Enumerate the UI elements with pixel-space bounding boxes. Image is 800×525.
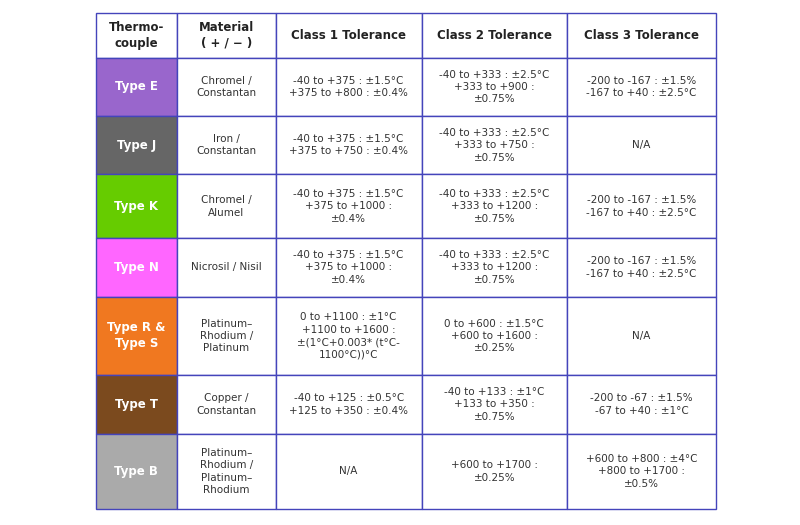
Text: 0 to +600 : ±1.5°C
+600 to +1600 :
±0.25%: 0 to +600 : ±1.5°C +600 to +1600 : ±0.25… [445,319,544,353]
Bar [177,13,276,58]
Bar [177,434,276,509]
Text: Platinum–
Rhodium /
Platinum–
Rhodium: Platinum– Rhodium / Platinum– Rhodium [199,448,253,495]
Bar [177,174,276,238]
Bar [567,238,716,297]
Bar [422,434,567,509]
Text: -40 to +375 : ±1.5°C
+375 to +1000 :
±0.4%: -40 to +375 : ±1.5°C +375 to +1000 : ±0.… [294,189,404,224]
Bar [276,58,422,116]
Bar [276,116,422,174]
Text: +600 to +1700 :
±0.25%: +600 to +1700 : ±0.25% [451,460,538,482]
Text: N/A: N/A [633,331,650,341]
Bar [567,375,716,434]
Text: Chromel /
Alumel: Chromel / Alumel [201,195,251,217]
Bar [422,297,567,375]
Bar [567,297,716,375]
Text: Class 1 Tolerance: Class 1 Tolerance [291,29,406,42]
Text: Nicrosil / Nisil: Nicrosil / Nisil [191,262,262,272]
Text: Class 3 Tolerance: Class 3 Tolerance [584,29,699,42]
Text: -40 to +333 : ±2.5°C
+333 to +1200 :
±0.75%: -40 to +333 : ±2.5°C +333 to +1200 : ±0.… [439,250,550,285]
Bar [177,238,276,297]
Text: Type J: Type J [117,139,156,152]
Bar [96,238,177,297]
Text: -40 to +133 : ±1°C
+133 to +350 :
±0.75%: -40 to +133 : ±1°C +133 to +350 : ±0.75% [444,387,545,422]
Bar [422,58,567,116]
Bar [276,297,422,375]
Bar [96,375,177,434]
Text: Chromel /
Constantan: Chromel / Constantan [196,76,256,98]
Bar [567,434,716,509]
Bar [567,58,716,116]
Bar [96,174,177,238]
Text: Type K: Type K [114,200,158,213]
Bar [96,116,177,174]
Text: Thermo-
couple: Thermo- couple [109,21,164,50]
Bar [96,58,177,116]
Bar [276,13,422,58]
Bar [177,297,276,375]
Text: -200 to -167 : ±1.5%
-167 to +40 : ±2.5°C: -200 to -167 : ±1.5% -167 to +40 : ±2.5°… [586,256,697,279]
Text: +600 to +800 : ±4°C
+800 to +1700 :
±0.5%: +600 to +800 : ±4°C +800 to +1700 : ±0.5… [586,454,698,489]
Text: -40 to +333 : ±2.5°C
+333 to +900 :
±0.75%: -40 to +333 : ±2.5°C +333 to +900 : ±0.7… [439,69,550,104]
Bar [567,116,716,174]
Bar [276,434,422,509]
Bar [422,238,567,297]
Text: Class 2 Tolerance: Class 2 Tolerance [437,29,552,42]
Text: Type E: Type E [115,80,158,93]
Bar [177,375,276,434]
Bar [177,58,276,116]
Text: -200 to -167 : ±1.5%
-167 to +40 : ±2.5°C: -200 to -167 : ±1.5% -167 to +40 : ±2.5°… [586,76,697,98]
Bar [276,238,422,297]
Text: -40 to +375 : ±1.5°C
+375 to +800 : ±0.4%: -40 to +375 : ±1.5°C +375 to +800 : ±0.4… [290,76,408,98]
Text: -40 to +375 : ±1.5°C
+375 to +1000 :
±0.4%: -40 to +375 : ±1.5°C +375 to +1000 : ±0.… [294,250,404,285]
Text: Copper /
Constantan: Copper / Constantan [196,393,256,416]
Bar [96,13,177,58]
Text: -40 to +333 : ±2.5°C
+333 to +750 :
±0.75%: -40 to +333 : ±2.5°C +333 to +750 : ±0.7… [439,128,550,163]
Text: -200 to -67 : ±1.5%
-67 to +40 : ±1°C: -200 to -67 : ±1.5% -67 to +40 : ±1°C [590,393,693,416]
Text: Type R &
Type S: Type R & Type S [107,321,166,351]
Text: -40 to +375 : ±1.5°C
+375 to +750 : ±0.4%: -40 to +375 : ±1.5°C +375 to +750 : ±0.4… [289,134,408,156]
Text: Platinum–
Rhodium /
Platinum: Platinum– Rhodium / Platinum [199,319,253,353]
Text: N/A: N/A [633,140,650,150]
Text: -200 to -167 : ±1.5%
-167 to +40 : ±2.5°C: -200 to -167 : ±1.5% -167 to +40 : ±2.5°… [586,195,697,217]
Text: Type B: Type B [114,465,158,478]
Text: -40 to +333 : ±2.5°C
+333 to +1200 :
±0.75%: -40 to +333 : ±2.5°C +333 to +1200 : ±0.… [439,189,550,224]
Bar [276,375,422,434]
Bar [422,375,567,434]
Text: -40 to +125 : ±0.5°C
+125 to +350 : ±0.4%: -40 to +125 : ±0.5°C +125 to +350 : ±0.4… [289,393,408,416]
Text: 0 to +1100 : ±1°C
+1100 to +1600 :
±(1°C+0.003* (t°C-
1100°C))°C: 0 to +1100 : ±1°C +1100 to +1600 : ±(1°C… [298,312,400,360]
Bar [96,297,177,375]
Text: Iron /
Constantan: Iron / Constantan [196,134,256,156]
Bar [276,174,422,238]
Bar [177,116,276,174]
Text: N/A: N/A [339,466,358,476]
Bar [422,174,567,238]
Bar [96,434,177,509]
Text: Material
( + / − ): Material ( + / − ) [198,21,254,50]
Text: Type T: Type T [115,398,158,411]
Bar [567,13,716,58]
Bar [422,13,567,58]
Bar [567,174,716,238]
Bar [422,116,567,174]
Text: Type N: Type N [114,261,158,274]
